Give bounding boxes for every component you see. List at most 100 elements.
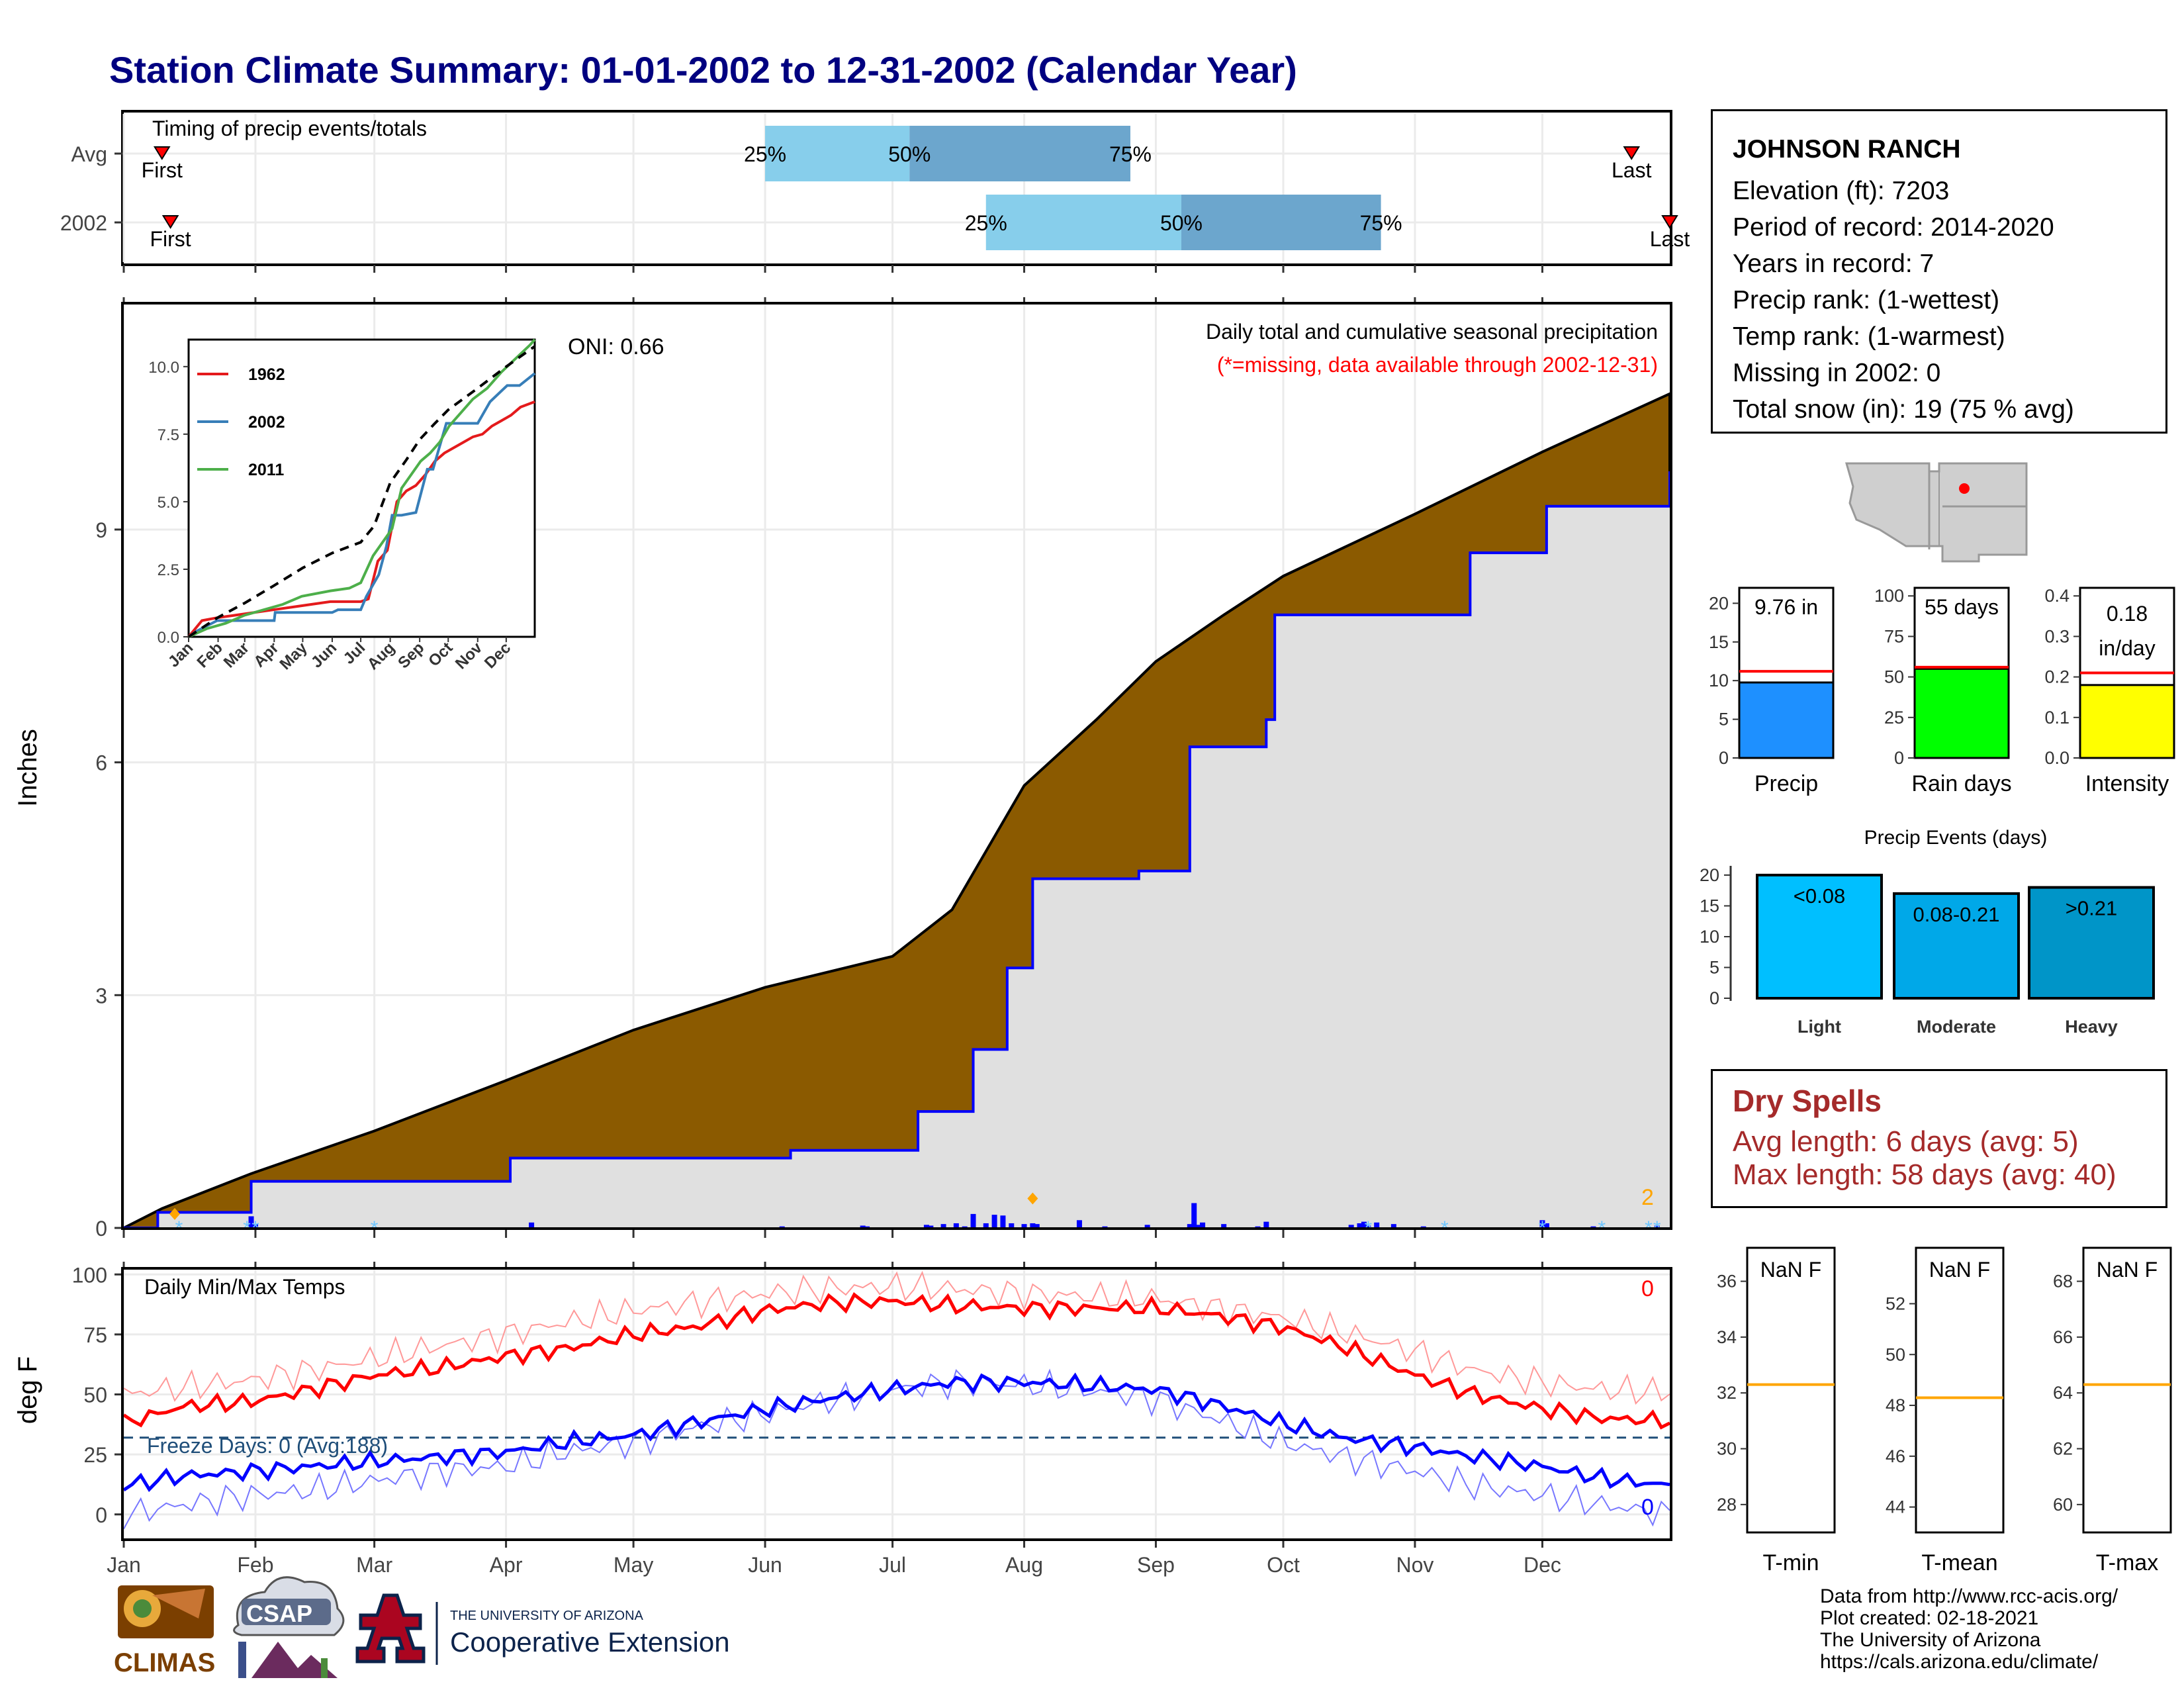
temp-title: Daily Min/Max Temps (144, 1275, 345, 1299)
temp-summary-value-label: NaN F (1760, 1258, 1821, 1282)
timing-q25-label: 25% (965, 211, 1007, 235)
daily-precip-bar (1144, 1225, 1150, 1228)
event-category-label: Light (1797, 1017, 1841, 1037)
daily-precip-bar (940, 1224, 946, 1228)
event-bar-label: 0.08-0.21 (1913, 903, 2000, 926)
temp-series-line (122, 1291, 1671, 1430)
dry-max-length: Max length: 58 days (avg: 40) (1733, 1158, 2116, 1191)
summary-y-tick-label: 100 (1874, 586, 1904, 606)
daily-precip-bar (864, 1226, 870, 1228)
dry-avg-length: Avg length: 6 days (avg: 5) (1733, 1125, 2079, 1158)
last-event-marker (1661, 215, 1678, 229)
temp-summary-frame (1915, 1246, 2005, 1534)
inset-series-line (188, 338, 536, 638)
temp-summary-y-tick-label: 66 (2053, 1327, 2073, 1347)
summary-value-label: in/day (2099, 636, 2155, 660)
daily-precip-bar (1187, 1224, 1193, 1228)
events-y-tick-label: 10 (1700, 927, 1719, 947)
station-location-marker (1959, 483, 1970, 494)
timing-row-label: 2002 (60, 211, 107, 235)
summary-y-tick-label: 0.3 (2044, 626, 2070, 646)
max-count-label: 0 (1641, 1276, 1654, 1301)
daily-precip-bar (1102, 1226, 1108, 1228)
temp-series-line (123, 1270, 1670, 1405)
daily-precip-bar (860, 1225, 866, 1228)
inset-legend-label: 2011 (248, 461, 284, 479)
daily-precip-bar (953, 1223, 959, 1228)
events-y-tick-label: 15 (1700, 896, 1719, 915)
precip-event-marker (169, 1207, 181, 1220)
precip-count-label: 2 (1641, 1185, 1654, 1210)
temp-y-tick-label: 25 (83, 1443, 107, 1467)
csap-logo-text: CSAP (246, 1600, 312, 1627)
precip-title: Daily total and cumulative seasonal prec… (1206, 320, 1658, 344)
footer-credits: Data from http://www.rcc-acis.org/ Plot … (1820, 1585, 2118, 1673)
temp-summary-value-label: NaN F (1929, 1258, 1990, 1282)
daily-precip-bar (1590, 1226, 1596, 1228)
summary-y-tick-label: 0.0 (2044, 748, 2070, 768)
first-event-marker (161, 215, 179, 229)
dry-spells-box: Dry Spells Avg length: 6 days (avg: 5) M… (1711, 1069, 2167, 1208)
inset-legend-label: 2002 (248, 413, 285, 432)
summary-bar (1738, 681, 1835, 759)
uofa-line2: Cooperative Extension (450, 1626, 730, 1658)
temp-summary-y-tick-label: 48 (1886, 1395, 1905, 1415)
first-event-label: First (142, 158, 183, 182)
daily-precip-bar (1390, 1224, 1396, 1228)
daily-precip-bar (248, 1216, 254, 1228)
temp-summary-name: T-mean (1921, 1550, 1997, 1575)
timing-q25-label: 25% (744, 142, 786, 166)
temp-summary-y-tick-label: 68 (2053, 1272, 2073, 1291)
ylabel-degf: deg F (13, 1356, 42, 1424)
temp-summary-frame (2082, 1246, 2172, 1534)
event-bar (1756, 873, 1883, 1000)
ylabel-inches: Inches (13, 729, 42, 807)
daily-precip-bar (1000, 1215, 1006, 1228)
timing-bar-q50-q75 (1181, 195, 1381, 250)
daily-precip-bar (983, 1223, 989, 1228)
daily-precip-bar (1361, 1221, 1367, 1228)
inset-y-tick-label: 2.5 (158, 561, 179, 579)
daily-precip-bar (1200, 1222, 1206, 1228)
summary-y-tick-label: 10 (1709, 671, 1729, 690)
summary-value-label: 55 days (1925, 595, 1999, 619)
month-label: Nov (1396, 1553, 1433, 1577)
month-label: Aug (1005, 1553, 1043, 1577)
daily-precip-bar (1034, 1224, 1040, 1228)
obs-cumulative-area (124, 471, 1670, 1228)
daily-precip-bar (1030, 1223, 1036, 1228)
timing-q75-label: 75% (1360, 211, 1402, 235)
inset-frame (187, 338, 536, 638)
month-label: Sep (1137, 1553, 1175, 1577)
last-event-marker (1623, 146, 1641, 160)
summary-y-tick-label: 25 (1884, 708, 1904, 727)
timing-q50-label: 50% (888, 142, 931, 166)
last-event-label: Last (1612, 158, 1652, 182)
first-event-label: First (150, 227, 191, 251)
inset-y-tick-label: 7.5 (158, 426, 179, 444)
month-label: Oct (1267, 1553, 1300, 1577)
info-snow: Total snow (in): 19 (75 % avg) (1733, 395, 2074, 424)
timing-bar-q50-q75 (909, 126, 1130, 181)
page-title: Station Climate Summary: 01-01-2002 to 1… (109, 49, 1297, 91)
temp-summary-y-tick-label: 64 (2053, 1383, 2073, 1403)
station-name: JOHNSON RANCH (1733, 135, 1961, 164)
temp-summary-y-tick-label: 32 (1717, 1383, 1737, 1403)
inset-y-tick-label: 10.0 (148, 359, 179, 377)
daily-precip-bar (970, 1213, 976, 1228)
obs-cumulative-line (124, 471, 1671, 1229)
temp-summary-y-tick-label: 44 (1886, 1497, 1905, 1517)
min-count-label: 0 (1641, 1495, 1654, 1520)
freeze-days-label: Freeze Days: 0 (Avg:188) (147, 1434, 388, 1458)
daily-precip-bar (1357, 1223, 1363, 1228)
temp-panel: Jan Feb Mar Apr May Jun Jul Aug Sep Oct Nov Dec 0 25 5… (13, 1262, 1672, 1577)
temp-summary-y-tick-label: 36 (1717, 1272, 1737, 1291)
daily-precip-bar (779, 1226, 785, 1228)
daily-precip-bar (1543, 1223, 1549, 1228)
inset-legend-label: 1962 (248, 365, 285, 384)
summary-y-tick-label: 50 (1884, 667, 1904, 687)
precip-y-tick-label: 0 (95, 1217, 107, 1241)
station-info-box: JOHNSON RANCH Elevation (ft): 7203 Perio… (1711, 109, 2167, 434)
